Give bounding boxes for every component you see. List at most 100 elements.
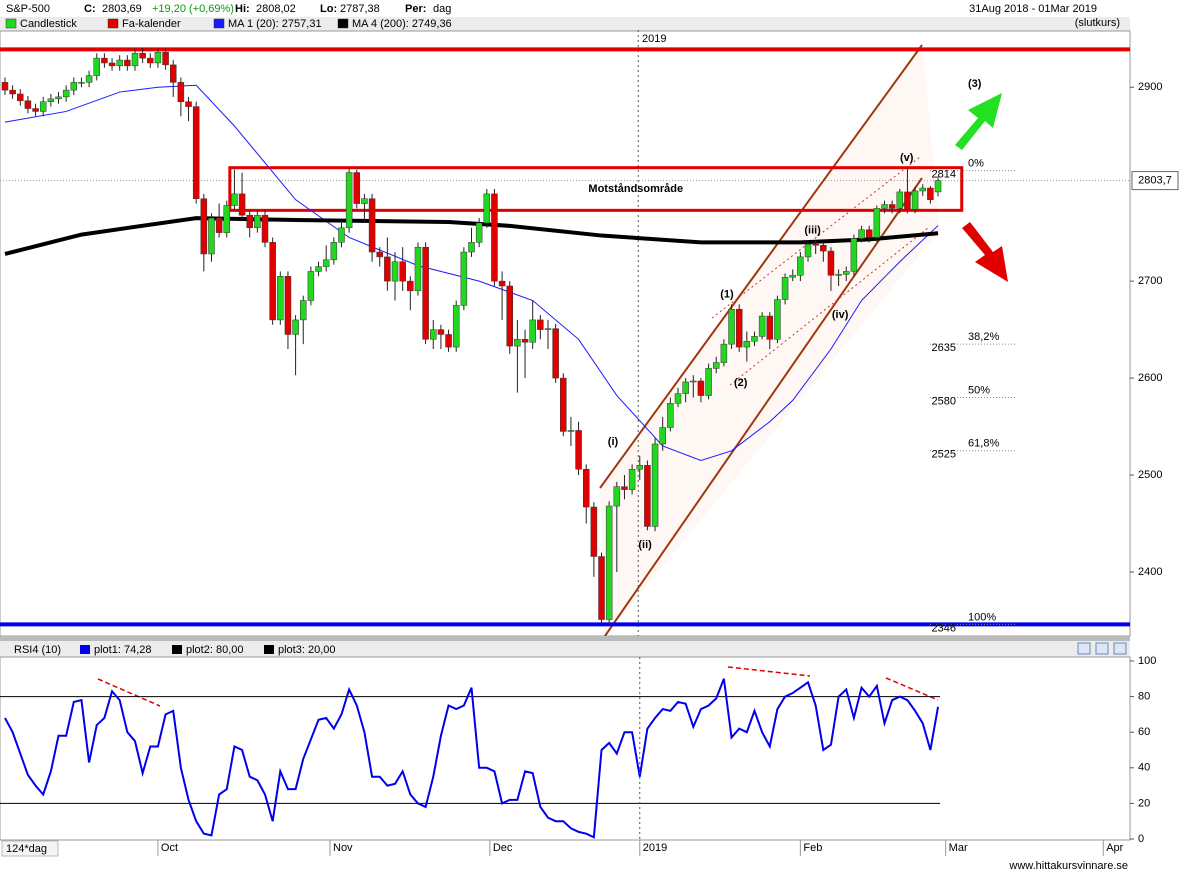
candle-body bbox=[154, 52, 162, 64]
candle-body bbox=[17, 93, 24, 102]
candle-body bbox=[9, 89, 16, 95]
candle-body bbox=[384, 256, 391, 282]
candle-body bbox=[307, 271, 315, 301]
x-tick-label: Feb bbox=[803, 842, 822, 854]
x-tick-label: Oct bbox=[161, 842, 178, 854]
panel-button[interactable] bbox=[1113, 642, 1127, 655]
candle-body bbox=[430, 329, 437, 340]
legend-bar bbox=[0, 17, 1130, 31]
candle-body bbox=[812, 244, 819, 246]
candle-body bbox=[254, 214, 261, 229]
candle-body bbox=[32, 108, 39, 112]
moving-average bbox=[4, 84, 939, 462]
candle-body bbox=[108, 62, 116, 67]
candle-body bbox=[506, 285, 513, 347]
fib-percent: 50% bbox=[968, 384, 990, 396]
candle-body bbox=[101, 57, 108, 64]
candle-body bbox=[437, 329, 445, 335]
candle-body bbox=[169, 64, 177, 83]
moving-average bbox=[4, 216, 939, 256]
candle-body bbox=[911, 190, 919, 210]
close-label: C: bbox=[84, 3, 96, 15]
legend-swatch bbox=[213, 18, 225, 29]
divergence-arrow bbox=[727, 666, 811, 677]
candle-body bbox=[284, 276, 292, 335]
legend-swatch bbox=[107, 18, 119, 29]
candle-body bbox=[78, 82, 85, 84]
wave-label: (1) bbox=[720, 289, 734, 301]
candle-body bbox=[353, 172, 361, 204]
rsi-header-bar bbox=[0, 641, 1130, 657]
candle-body bbox=[758, 315, 766, 337]
candle-body bbox=[896, 191, 904, 209]
candle-body bbox=[690, 380, 697, 383]
candle-body bbox=[835, 274, 842, 276]
y-tick-label: 0 bbox=[1138, 833, 1144, 845]
candle-body bbox=[667, 403, 674, 428]
x-tick-label: Apr bbox=[1106, 842, 1123, 854]
candle-body bbox=[422, 246, 429, 340]
candle-body bbox=[544, 328, 552, 330]
candle-body bbox=[391, 261, 399, 282]
candle-body bbox=[567, 430, 575, 432]
candle-body bbox=[407, 280, 414, 292]
candle-body bbox=[613, 486, 621, 507]
candle-body bbox=[560, 377, 567, 432]
legend-label: plot2: 80,00 bbox=[186, 644, 244, 656]
candle-body bbox=[628, 468, 636, 490]
candle-body bbox=[774, 299, 781, 340]
down-arrow[interactable] bbox=[962, 222, 1008, 282]
candle-body bbox=[927, 187, 934, 200]
candle-body bbox=[277, 276, 284, 321]
candle-body bbox=[521, 339, 529, 343]
legend-swatch bbox=[5, 18, 17, 29]
x-tick-label: 2019 bbox=[643, 842, 667, 854]
fib-price: 2525 bbox=[932, 449, 956, 461]
legend-swatch bbox=[264, 645, 274, 654]
high-value: 2808,02 bbox=[256, 3, 296, 15]
year-label: 2019 bbox=[642, 33, 666, 45]
fib-price: 2814 bbox=[932, 168, 956, 180]
divergence-arrow bbox=[97, 678, 161, 707]
y-tick-label: 80 bbox=[1138, 691, 1150, 703]
candle-body bbox=[330, 242, 338, 261]
up-arrow[interactable] bbox=[955, 93, 1002, 150]
panel-button[interactable] bbox=[1095, 642, 1109, 655]
candle-body bbox=[881, 204, 888, 209]
candle-body bbox=[292, 319, 299, 335]
panel-button[interactable] bbox=[1077, 642, 1091, 655]
candle-body bbox=[131, 53, 139, 67]
low-label: Lo: bbox=[320, 3, 337, 15]
candle-body bbox=[215, 217, 223, 233]
candle-body bbox=[24, 100, 32, 109]
wave-label: (i) bbox=[608, 436, 619, 448]
candle-body bbox=[315, 266, 322, 272]
y-tick-label: 2500 bbox=[1138, 469, 1162, 481]
legend-label: MA 4 (200): 2749,36 bbox=[352, 18, 452, 30]
candle-body bbox=[62, 89, 70, 98]
candle-body bbox=[659, 427, 666, 445]
candle-body bbox=[644, 465, 651, 527]
fib-percent: 0% bbox=[968, 157, 984, 169]
candle-body bbox=[55, 96, 62, 100]
rsi-panel bbox=[0, 656, 1131, 841]
change-value: +19,20 (+0,69%) bbox=[152, 3, 234, 15]
candle-body bbox=[804, 244, 812, 258]
x-tick-label: Dec bbox=[493, 842, 513, 854]
candle-body bbox=[728, 308, 735, 345]
candle-body bbox=[766, 315, 774, 340]
resistance-zone bbox=[228, 166, 964, 212]
channel-line bbox=[599, 44, 923, 489]
y-tick-label: 2600 bbox=[1138, 372, 1162, 384]
wave-label: (ii) bbox=[638, 539, 652, 551]
channel-dotted bbox=[711, 156, 921, 319]
y-tick-label: 2900 bbox=[1138, 81, 1162, 93]
channel-dotted bbox=[729, 227, 929, 386]
fib-percent: 100% bbox=[968, 611, 996, 623]
zone-label: Motståndsområde bbox=[588, 183, 683, 195]
divergence-arrow bbox=[885, 677, 939, 701]
candle-body bbox=[720, 343, 728, 363]
candle-body bbox=[192, 106, 200, 199]
candle-body bbox=[468, 242, 475, 253]
